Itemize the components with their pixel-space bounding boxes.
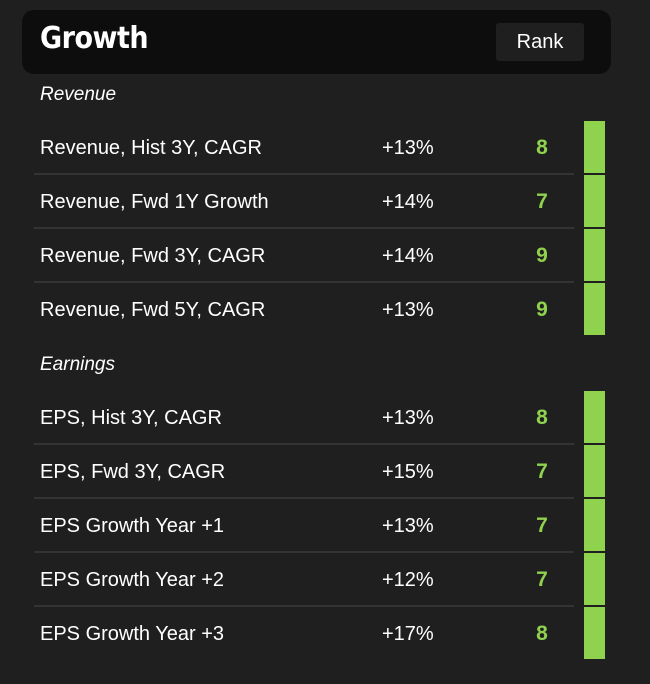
metric-rank: 9 bbox=[536, 298, 548, 321]
rank-bar bbox=[584, 445, 605, 497]
rank-button[interactable]: Rank bbox=[496, 23, 584, 61]
row-divider bbox=[34, 605, 574, 607]
metric-row: Revenue, Fwd 5Y, CAGR +13% 9 bbox=[34, 283, 605, 337]
rank-bar bbox=[584, 283, 605, 335]
metric-row: EPS Growth Year +3 +17% 8 bbox=[34, 607, 605, 661]
metric-name: Revenue, Fwd 3Y, CAGR bbox=[40, 245, 266, 267]
section-label-revenue: Revenue bbox=[40, 84, 117, 105]
metric-rank: 7 bbox=[536, 190, 548, 213]
rank-bar bbox=[584, 553, 605, 605]
metric-value: +13% bbox=[382, 299, 434, 321]
rank-bar bbox=[584, 121, 605, 173]
metric-rank: 8 bbox=[536, 136, 548, 159]
metric-name: EPS, Hist 3Y, CAGR bbox=[40, 407, 222, 429]
metric-row: EPS Growth Year +1 +13% 7 bbox=[34, 499, 605, 553]
metric-rank: 7 bbox=[536, 568, 548, 591]
metric-name: Revenue, Fwd 5Y, CAGR bbox=[40, 299, 266, 321]
rank-bar bbox=[584, 391, 605, 443]
row-divider bbox=[34, 443, 574, 445]
metric-value: +15% bbox=[382, 461, 434, 483]
rank-bar bbox=[584, 229, 605, 281]
row-divider bbox=[34, 173, 574, 175]
metric-row: EPS Growth Year +2 +12% 7 bbox=[34, 553, 605, 607]
metric-name: Revenue, Fwd 1Y Growth bbox=[40, 191, 269, 213]
metric-row: Revenue, Hist 3Y, CAGR +13% 8 bbox=[34, 121, 605, 175]
metric-row: EPS, Fwd 3Y, CAGR +15% 7 bbox=[34, 445, 605, 499]
growth-header: Growth Rank bbox=[22, 10, 611, 74]
metric-value: +13% bbox=[382, 515, 434, 537]
rank-bar bbox=[584, 499, 605, 551]
metric-name: EPS, Fwd 3Y, CAGR bbox=[40, 461, 226, 483]
metric-rank: 8 bbox=[536, 406, 548, 429]
metric-name: Revenue, Hist 3Y, CAGR bbox=[40, 137, 262, 159]
row-divider bbox=[34, 551, 574, 553]
metric-row: EPS, Hist 3Y, CAGR +13% 8 bbox=[34, 391, 605, 445]
metric-value: +14% bbox=[382, 191, 434, 213]
metric-value: +12% bbox=[382, 569, 434, 591]
metric-rank: 9 bbox=[536, 244, 548, 267]
rank-bar bbox=[584, 607, 605, 659]
metric-name: EPS Growth Year +3 bbox=[40, 623, 225, 645]
metric-rank: 8 bbox=[536, 622, 548, 645]
section-label-earnings: Earnings bbox=[40, 354, 115, 375]
metric-rank: 7 bbox=[536, 514, 548, 537]
metric-value: +17% bbox=[382, 623, 434, 645]
rank-bar bbox=[584, 175, 605, 227]
metric-name: EPS Growth Year +2 bbox=[40, 569, 225, 591]
row-divider bbox=[34, 497, 574, 499]
page-title: Growth bbox=[40, 21, 149, 56]
metric-value: +13% bbox=[382, 137, 434, 159]
row-divider bbox=[34, 227, 574, 229]
metric-name: EPS Growth Year +1 bbox=[40, 515, 225, 537]
metric-row: Revenue, Fwd 1Y Growth +14% 7 bbox=[34, 175, 605, 229]
row-divider bbox=[34, 281, 574, 283]
metric-value: +13% bbox=[382, 407, 434, 429]
metric-row: Revenue, Fwd 3Y, CAGR +14% 9 bbox=[34, 229, 605, 283]
metric-rank: 7 bbox=[536, 460, 548, 483]
metric-value: +14% bbox=[382, 245, 434, 267]
